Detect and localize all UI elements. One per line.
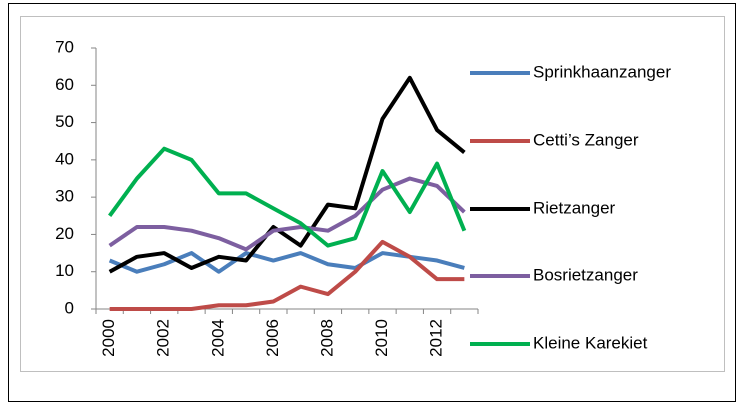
y-tick-label: 20: [55, 224, 74, 243]
legend-label: Bosrietzanger: [533, 265, 638, 284]
y-tick-label: 70: [55, 37, 74, 56]
legend-label: Rietzanger: [533, 198, 616, 217]
x-tick-label: 2008: [317, 319, 336, 357]
legend-label: Cetti’s Zanger: [533, 130, 639, 149]
x-tick-label: 2006: [263, 319, 282, 357]
series-line: [108, 176, 466, 252]
y-tick-label: 50: [55, 112, 74, 131]
series-line: [108, 146, 467, 248]
x-tick-label: 2010: [372, 319, 391, 357]
series-line: [109, 239, 465, 311]
x-tick-label: 2012: [427, 319, 446, 357]
x-tick-label: 2000: [99, 319, 118, 357]
y-tick-label: 0: [65, 298, 74, 317]
x-tick-label: 2002: [154, 319, 173, 357]
y-tick-label: 30: [55, 187, 74, 206]
y-tick-label: 40: [55, 149, 74, 168]
y-tick-label: 60: [55, 75, 74, 94]
legend-label: Sprinkhaanzanger: [533, 62, 671, 81]
series-line: [108, 75, 466, 274]
legend-label: Kleine Karekiet: [533, 333, 648, 352]
x-tick-label: 2004: [208, 319, 227, 357]
y-tick-label: 10: [55, 261, 74, 280]
